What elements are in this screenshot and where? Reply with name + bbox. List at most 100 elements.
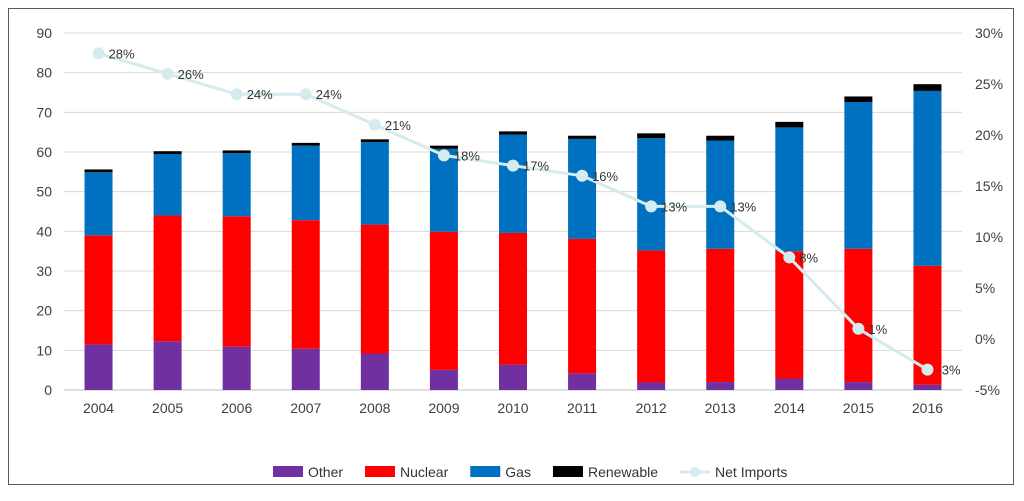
bar-renewable-2011	[568, 135, 597, 139]
bar-nuclear-2007	[291, 220, 320, 349]
x-tick-label: 2012	[636, 400, 667, 416]
bar-other-2009	[429, 369, 458, 390]
bar-nuclear-2005	[153, 215, 182, 342]
bar-gas-2009	[429, 148, 458, 232]
bar-renewable-2007	[291, 142, 320, 146]
net-imports-data-label: 17%	[523, 159, 549, 174]
y-right-tick-label: 30%	[975, 25, 1003, 41]
y-left-tick-label: 50	[36, 184, 52, 200]
net-imports-point-2016	[921, 363, 934, 376]
bar-gas-2013	[706, 140, 735, 249]
net-imports-point-2005	[161, 67, 174, 80]
y-right-tick-label: 5%	[975, 280, 995, 296]
bar-gas-2006	[222, 153, 251, 217]
bar-renewable-2016	[913, 84, 942, 91]
bar-other-2014	[775, 378, 804, 390]
net-imports-data-label: 24%	[247, 87, 273, 102]
net-imports-point-2008	[368, 118, 381, 131]
x-tick-label: 2005	[152, 400, 183, 416]
legend-swatch-renewable	[552, 466, 583, 477]
net-imports-data-label: 13%	[730, 199, 756, 214]
bar-nuclear-2011	[568, 238, 597, 374]
net-imports-data-label: 16%	[592, 169, 618, 184]
bar-other-2016	[913, 384, 942, 390]
bar-gas-2012	[637, 138, 666, 251]
x-tick-label: 2010	[497, 400, 528, 416]
legend-marker-net-imports	[690, 467, 701, 477]
net-imports-data-label: 8%	[799, 250, 818, 265]
bar-gas-2007	[291, 145, 320, 221]
bar-other-2007	[291, 348, 320, 390]
legend-swatch-other	[273, 466, 303, 477]
bar-gas-2016	[913, 90, 942, 266]
x-tick-label: 2014	[774, 400, 805, 416]
y-right-tick-label: 0%	[975, 331, 995, 347]
net-imports-data-label: 24%	[316, 87, 342, 102]
bar-gas-2015	[844, 102, 873, 249]
bar-nuclear-2015	[844, 248, 873, 383]
y-left-tick-label: 70	[36, 104, 52, 120]
y-right-tick-label: 10%	[975, 229, 1003, 245]
bar-renewable-2008	[360, 139, 389, 143]
bar-other-2010	[499, 364, 527, 390]
legend-swatch-gas	[470, 466, 501, 477]
bar-nuclear-2010	[499, 232, 527, 365]
bar-nuclear-2006	[222, 216, 251, 347]
bar-gas-2014	[775, 127, 804, 252]
bars	[84, 84, 942, 390]
y-left-tick-label: 30	[36, 263, 52, 279]
legend: Other Nuclear Gas Renewable Net Imports	[273, 464, 787, 480]
bar-renewable-2009	[429, 145, 458, 149]
bar-other-2004	[84, 344, 113, 390]
x-tick-label: 2007	[290, 400, 321, 416]
bar-gas-2011	[568, 138, 597, 239]
net-imports-point-2012	[645, 200, 658, 213]
bar-nuclear-2014	[775, 251, 804, 379]
x-tick-label: 2006	[221, 400, 252, 416]
x-tick-label: 2004	[83, 400, 114, 416]
legend-swatch-nuclear	[365, 466, 396, 477]
bar-nuclear-2012	[637, 250, 666, 383]
net-imports-point-2006	[230, 88, 243, 101]
y-left-tick-label: 80	[36, 65, 52, 81]
y-left-tick-label: 10	[36, 342, 52, 358]
y-right-tick-label: 25%	[975, 76, 1003, 92]
net-imports-point-2011	[576, 169, 589, 182]
bar-renewable-2006	[222, 150, 251, 154]
bar-other-2008	[360, 353, 389, 390]
net-imports-point-2007	[299, 88, 312, 101]
bar-renewable-2013	[706, 135, 735, 141]
x-tick-label: 2016	[912, 400, 943, 416]
legend-label: Nuclear	[400, 464, 449, 480]
legend-label: Other	[308, 464, 343, 480]
net-imports-point-2010	[507, 159, 519, 172]
bar-renewable-2015	[844, 96, 873, 103]
legend-label: Renewable	[588, 464, 658, 480]
bar-other-2015	[844, 382, 873, 390]
net-imports-line: 28% 26% 24% 24% 21% 18% 17% 16% 13% 13% 8% 1% -3%	[92, 46, 961, 378]
gridlines	[64, 32, 962, 391]
y-left-tick-label: 90	[36, 25, 52, 41]
bar-other-2011	[568, 373, 597, 390]
net-imports-point-2014	[783, 251, 796, 264]
bar-nuclear-2004	[84, 235, 113, 345]
net-imports-data-label: 13%	[661, 199, 687, 214]
x-tick-label: 2015	[843, 400, 874, 416]
y-left-tick-label: 0	[44, 382, 52, 398]
x-tick-label: 2009	[428, 400, 459, 416]
bar-renewable-2005	[153, 151, 182, 154]
x-tick-label: 2011	[567, 400, 597, 416]
y-left-tick-label: 20	[36, 303, 52, 319]
bar-gas-2004	[84, 172, 113, 236]
bar-renewable-2014	[775, 121, 804, 128]
bar-nuclear-2013	[706, 248, 735, 383]
y-right-tick-label: -5%	[975, 382, 1000, 398]
net-imports-data-label: 21%	[385, 118, 411, 133]
legend-label: Net Imports	[715, 464, 787, 480]
bar-renewable-2010	[499, 131, 527, 135]
net-imports-data-label: -3%	[937, 363, 961, 378]
net-imports-point-2015	[852, 322, 865, 335]
bar-gas-2010	[499, 134, 527, 233]
bar-gas-2005	[153, 153, 182, 216]
